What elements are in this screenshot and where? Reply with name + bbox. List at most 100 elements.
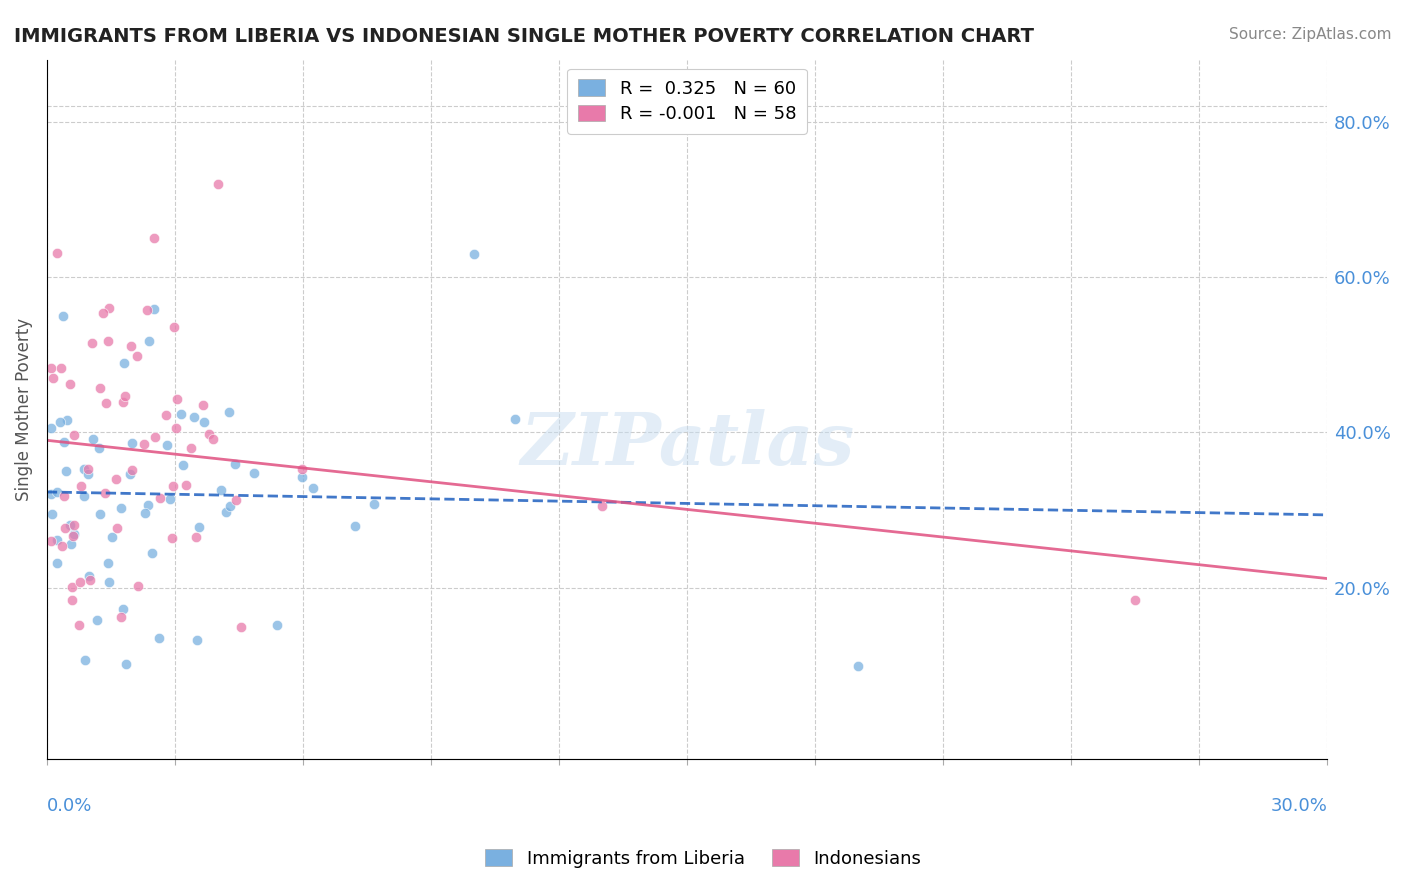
Point	[39, 361, 62, 376]
Point	[69, 575, 91, 590]
Point	[51, 540, 73, 554]
Text: Source: ZipAtlas.com: Source: ZipAtlas.com	[1229, 27, 1392, 42]
Point	[134, 506, 156, 520]
Point	[302, 481, 325, 495]
Point	[207, 177, 229, 191]
Point	[162, 479, 184, 493]
Point	[52, 309, 75, 323]
Point	[225, 492, 247, 507]
Point	[231, 620, 253, 634]
Point	[110, 501, 132, 516]
Legend: Immigrants from Liberia, Indonesians: Immigrants from Liberia, Indonesians	[477, 840, 929, 877]
Text: 30.0%: 30.0%	[1270, 797, 1327, 815]
Point	[193, 415, 215, 429]
Point	[73, 489, 96, 503]
Point	[55, 412, 77, 426]
Point	[463, 247, 485, 261]
Point	[112, 356, 135, 370]
Point	[166, 392, 188, 406]
Point	[218, 405, 240, 419]
Point	[97, 557, 120, 571]
Point	[76, 461, 98, 475]
Point	[132, 437, 155, 451]
Y-axis label: Single Mother Poverty: Single Mother Poverty	[15, 318, 32, 500]
Point	[111, 395, 134, 409]
Point	[155, 408, 177, 422]
Point	[59, 376, 82, 391]
Point	[214, 505, 236, 519]
Point	[87, 441, 110, 455]
Text: 0.0%: 0.0%	[46, 797, 93, 815]
Point	[198, 426, 221, 441]
Point	[52, 489, 75, 503]
Point	[188, 520, 211, 534]
Point	[77, 467, 100, 481]
Point	[159, 491, 181, 506]
Point	[46, 533, 69, 547]
Point	[39, 487, 62, 501]
Point	[62, 528, 84, 542]
Point	[73, 462, 96, 476]
Point	[219, 500, 242, 514]
Point	[97, 334, 120, 348]
Point	[224, 457, 246, 471]
Point	[180, 441, 202, 455]
Point	[82, 432, 104, 446]
Point	[114, 657, 136, 672]
Point	[138, 334, 160, 348]
Point	[142, 231, 165, 245]
Point	[184, 530, 207, 544]
Point	[39, 421, 62, 435]
Point	[105, 521, 128, 535]
Point	[79, 573, 101, 587]
Point	[163, 319, 186, 334]
Point	[266, 618, 288, 632]
Point	[112, 602, 135, 616]
Point	[94, 486, 117, 500]
Point	[186, 633, 208, 648]
Point	[183, 410, 205, 425]
Point	[45, 556, 67, 570]
Point	[59, 537, 82, 551]
Point	[363, 497, 385, 511]
Point	[49, 415, 72, 429]
Point	[59, 517, 82, 532]
Point	[120, 467, 142, 481]
Point	[60, 580, 83, 594]
Point	[80, 336, 103, 351]
Point	[165, 420, 187, 434]
Point	[136, 302, 159, 317]
Point	[174, 477, 197, 491]
Legend: R =  0.325   N = 60, R = -0.001   N = 58: R = 0.325 N = 60, R = -0.001 N = 58	[567, 69, 807, 134]
Point	[41, 508, 63, 522]
Text: IMMIGRANTS FROM LIBERIA VS INDONESIAN SINGLE MOTHER POVERTY CORRELATION CHART: IMMIGRANTS FROM LIBERIA VS INDONESIAN SI…	[14, 27, 1033, 45]
Point	[143, 301, 166, 316]
Point	[143, 430, 166, 444]
Point	[141, 546, 163, 560]
Point	[291, 462, 314, 476]
Point	[101, 530, 124, 544]
Point	[591, 500, 613, 514]
Point	[149, 491, 172, 505]
Point	[70, 479, 93, 493]
Point	[60, 593, 83, 607]
Point	[155, 437, 177, 451]
Point	[148, 631, 170, 645]
Point	[243, 466, 266, 480]
Point	[94, 395, 117, 409]
Point	[55, 464, 77, 478]
Point	[98, 575, 121, 590]
Point	[136, 498, 159, 512]
Point	[846, 658, 869, 673]
Point	[46, 245, 69, 260]
Point	[121, 463, 143, 477]
Point	[98, 301, 121, 315]
Point	[91, 306, 114, 320]
Point	[67, 618, 90, 632]
Point	[120, 339, 142, 353]
Point	[343, 519, 366, 533]
Point	[53, 521, 76, 535]
Text: ZIPatlas: ZIPatlas	[520, 409, 853, 480]
Point	[42, 371, 65, 385]
Point	[89, 381, 111, 395]
